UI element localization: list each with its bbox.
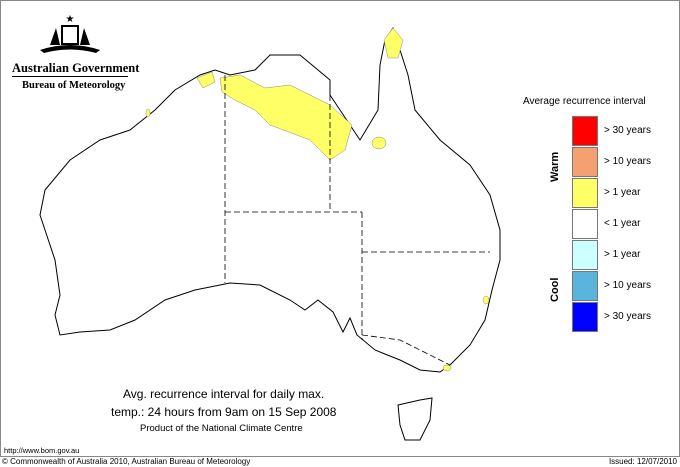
website-link[interactable]: http://www.bom.gov.au: [4, 446, 80, 455]
legend-label: < 1 year: [604, 218, 641, 229]
legend-label: > 1 year: [604, 249, 641, 260]
legend-swatch: [572, 240, 598, 270]
legend-label: > 30 years: [604, 311, 651, 322]
coat-of-arms-logo: ★: [40, 14, 100, 53]
legend-swatch: [572, 271, 598, 301]
state-borders: [224, 75, 490, 366]
warm-anomaly-areas: [145, 27, 490, 372]
government-title: Australian Government: [12, 61, 140, 75]
tasmania: [397, 397, 433, 441]
caption-title: Avg. recurrence interval for daily max.: [123, 387, 325, 401]
legend-label: > 10 years: [604, 280, 651, 291]
issued-date: Issued: 12/07/2010: [608, 457, 677, 466]
svg-text:★: ★: [66, 14, 75, 25]
legend-swatch: [572, 209, 598, 239]
legend-label: > 30 years: [604, 125, 651, 136]
legend-swatch: [572, 116, 598, 146]
caption-subtitle: temp.: 24 hours from 9am on 15 Sep 2008: [111, 405, 337, 419]
legend-swatch: [572, 147, 598, 177]
bureau-title: Bureau of Meteorology: [22, 80, 126, 91]
header-divider: [12, 76, 128, 77]
legend-label: > 10 years: [604, 156, 651, 167]
australia-coastline: [39, 26, 501, 373]
copyright: © Commonwealth of Australia 2010, Austra…: [2, 457, 251, 466]
legend-cool-label: Cool: [549, 277, 561, 302]
caption-product: Product of the National Climate Centre: [140, 423, 303, 434]
legend-label: > 1 year: [604, 187, 641, 198]
legend-swatch: [572, 302, 598, 332]
legend-swatch: [572, 178, 598, 208]
legend-warm-label: Warm: [549, 151, 561, 182]
legend-title: Average recurrence interval: [523, 96, 646, 107]
